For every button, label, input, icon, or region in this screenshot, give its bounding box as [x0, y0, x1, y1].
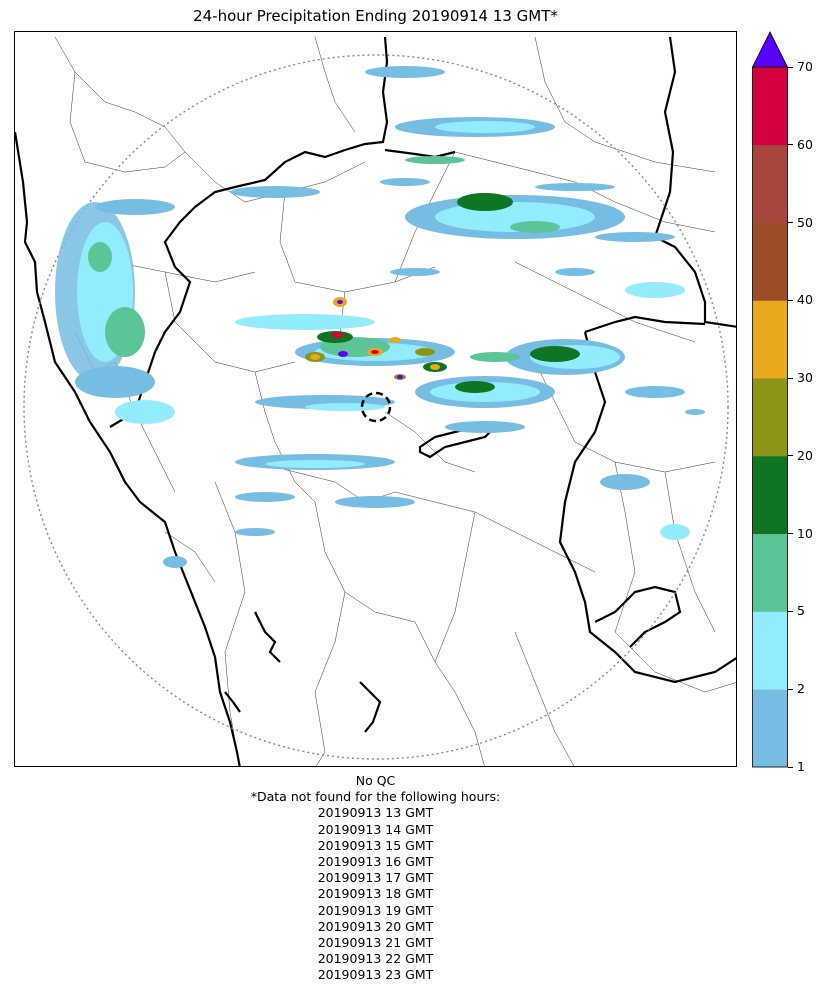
colorbar-band — [752, 689, 788, 768]
colorbar-tick-mark — [788, 610, 793, 612]
colorbar-band — [752, 222, 788, 301]
missing-hour-item: 20190913 23 GMT — [317, 967, 434, 983]
precipitation-echoes — [55, 66, 705, 568]
missing-hour-item: 20190913 19 GMT — [317, 902, 434, 918]
colorbar-tick-mark — [788, 766, 793, 768]
colorbar-tick-mark — [788, 377, 793, 379]
colorbar-tick-mark — [788, 222, 793, 224]
colorbar-tick-label: 70 — [797, 59, 813, 74]
colorbar-tick-label: 40 — [797, 292, 813, 308]
colorbar-tick-mark — [788, 66, 793, 68]
radar-site-marker — [360, 391, 392, 423]
colorbar-band — [752, 378, 788, 457]
colorbar-band — [752, 533, 788, 612]
colorbar-band — [752, 611, 788, 690]
missing-hour-item: 20190913 13 GMT — [317, 805, 434, 821]
colorbar-tick-label: 50 — [797, 214, 813, 230]
colorbar-tick-mark — [788, 455, 793, 457]
colorbar-extend-triangle — [752, 31, 788, 68]
missing-hour-item: 20190913 16 GMT — [317, 854, 434, 870]
missing-hour-item: 20190913 18 GMT — [317, 886, 434, 902]
colorbar-outline — [752, 66, 788, 768]
missing-hour-item: 20190913 22 GMT — [317, 951, 434, 967]
missing-hour-item: 20190913 20 GMT — [317, 918, 434, 934]
radar-range-ring — [23, 54, 729, 760]
colorbar — [752, 31, 788, 768]
colorbar-tick-label: 5 — [797, 603, 805, 619]
colorbar-tick-mark — [788, 688, 793, 690]
colorbar-tick-label: 30 — [797, 370, 813, 386]
colorbar-tick-label: 2 — [797, 681, 805, 697]
map-title: 24-hour Precipitation Ending 20190914 13… — [193, 7, 558, 25]
colorbar-tick-label: 1 — [797, 759, 805, 774]
missing-hour-item: 20190913 15 GMT — [317, 837, 434, 853]
colorbar-band — [752, 67, 788, 146]
colorbar-tick-label: 20 — [797, 447, 813, 463]
map-canvas — [15, 36, 736, 766]
radar-map[interactable] — [14, 31, 737, 767]
missing-hour-item: 20190913 21 GMT — [317, 935, 434, 951]
colorbar-band — [752, 144, 788, 223]
colorbar-tick-label: 60 — [797, 136, 813, 152]
map-footer: No QC *Data not found for the following … — [14, 773, 737, 984]
missing-hour-item: 20190913 14 GMT — [317, 821, 434, 837]
colorbar-tick-mark — [788, 533, 793, 535]
colorbar-band — [752, 455, 788, 535]
qc-status: No QC — [355, 773, 396, 788]
colorbar-tick-mark — [788, 299, 793, 301]
colorbar-tick-mark — [788, 144, 793, 146]
colorbar-band — [752, 300, 788, 379]
colorbar-tick-label: 10 — [797, 525, 813, 541]
missing-data-note: *Data not found for the following hours: — [250, 789, 501, 805]
missing-hour-item: 20190913 17 GMT — [317, 870, 434, 886]
